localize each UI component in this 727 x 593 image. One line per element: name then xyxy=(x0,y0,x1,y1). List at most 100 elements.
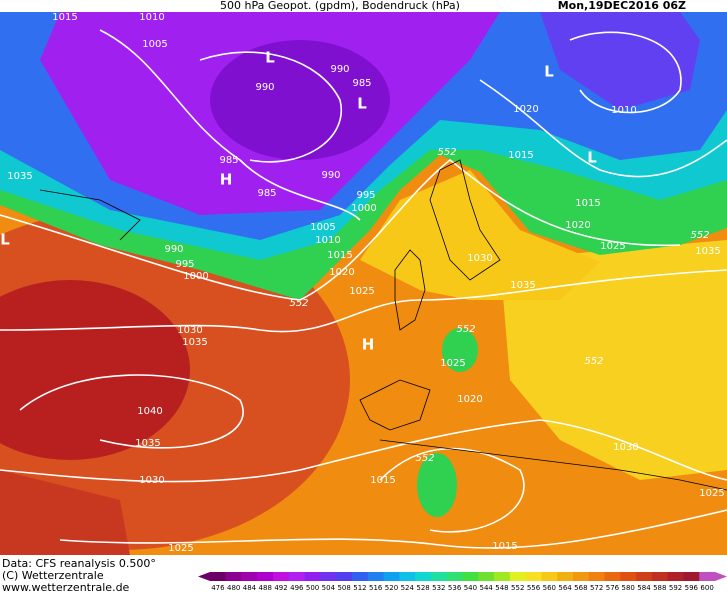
field xyxy=(0,12,727,555)
colorbar-swatch xyxy=(667,572,684,581)
map-title: 500 hPa Geopot. (gpdm), Bodendruck (hPa) xyxy=(220,0,460,12)
isobar-label: 1010 xyxy=(139,12,164,23)
colorbar-label: 484 xyxy=(243,584,257,592)
pressure-center: L xyxy=(0,231,10,249)
colorbar-swatch xyxy=(683,572,700,581)
isobar-label: 1025 xyxy=(168,543,193,554)
geopotential-label: 552 xyxy=(289,298,308,309)
isobar-label: 1030 xyxy=(613,442,638,453)
geopotential-label: 552 xyxy=(690,230,709,241)
isobar-label: 1000 xyxy=(183,271,208,282)
isobar-label: 1030 xyxy=(139,475,164,486)
isobar-label: 1025 xyxy=(600,241,625,252)
colorbar-label: 536 xyxy=(448,584,462,592)
colorbar-arrow-right xyxy=(715,572,727,581)
colorbar-swatch xyxy=(604,572,621,581)
isobar-label: 1030 xyxy=(177,325,202,336)
pressure-center: H xyxy=(362,336,375,354)
pressure-center: L xyxy=(587,149,597,167)
colorbar-swatch xyxy=(352,572,369,581)
colorbar-swatch xyxy=(336,572,353,581)
website: www.wetterzentrale.de xyxy=(2,581,130,593)
colorbar-swatch xyxy=(446,572,463,581)
isobar-label: 985 xyxy=(352,78,371,89)
isobar-label: 1035 xyxy=(695,246,720,257)
colorbar-swatch xyxy=(430,572,448,581)
colorbar-label: 520 xyxy=(385,584,398,592)
isobar-label: 1035 xyxy=(182,337,207,348)
colorbar-label: 592 xyxy=(669,584,682,592)
isobar-label: 1040 xyxy=(137,406,162,417)
colorbar-label: 572 xyxy=(590,584,603,592)
colorbar-swatch xyxy=(525,572,542,581)
colorbar-label: 488 xyxy=(259,584,272,592)
colorbar-swatch xyxy=(588,572,606,581)
colorbar-swatch xyxy=(541,572,558,581)
coastlines xyxy=(39,159,727,491)
isobar-label: 1000 xyxy=(351,203,376,214)
isobar-label: 990 xyxy=(321,170,340,181)
colorbar-swatch xyxy=(620,572,637,581)
isobar-label: 1020 xyxy=(565,220,590,231)
isobar-label: 995 xyxy=(356,190,375,201)
colorbar-swatch xyxy=(367,572,385,581)
colorbar-label: 512 xyxy=(353,584,366,592)
colorbar-label: 580 xyxy=(622,584,635,592)
colorbar-label: 548 xyxy=(495,584,508,592)
colorbar-label: 496 xyxy=(290,584,304,592)
colorbar-swatch xyxy=(415,572,432,581)
colorbar-label: 528 xyxy=(416,584,429,592)
colorbar-label: 508 xyxy=(337,584,350,592)
pressure-center: H xyxy=(220,171,233,189)
colorbar-label: 596 xyxy=(685,584,699,592)
colorbar-label: 540 xyxy=(464,584,477,592)
isobar-label: 1030 xyxy=(467,253,492,264)
isobar-label: 1015 xyxy=(327,250,352,261)
colorbar-swatch xyxy=(225,572,243,581)
colorbar-label: 564 xyxy=(558,584,572,592)
isobar-label: 1020 xyxy=(457,394,482,405)
colorbar-swatch xyxy=(288,572,306,581)
isobar-label: 1015 xyxy=(370,475,395,486)
colorbar-swatch xyxy=(304,572,321,581)
isobar-label: 990 xyxy=(255,82,274,93)
colorbar-swatch xyxy=(399,572,416,581)
colorbar-label: 476 xyxy=(211,584,225,592)
geopotential-label: 552 xyxy=(437,147,456,158)
colorbar-label: 552 xyxy=(511,584,524,592)
colorbar-label: 584 xyxy=(637,584,651,592)
isobar-label: 1015 xyxy=(492,541,517,552)
geopotential-label: 552 xyxy=(415,453,434,464)
isobar-label: 985 xyxy=(219,155,238,166)
isobar-label: 1010 xyxy=(611,105,636,116)
colorbar-label: 524 xyxy=(401,584,415,592)
isobar-label: 1025 xyxy=(699,488,724,499)
isobar-label: 990 xyxy=(164,244,183,255)
colorbar-swatch xyxy=(241,572,258,581)
copyright: (C) Wetterzentrale xyxy=(2,569,104,582)
colorbar-swatch xyxy=(509,572,527,581)
colorbar-label: 560 xyxy=(543,584,556,592)
colorbar-label: 576 xyxy=(606,584,620,592)
geopotential-label: 552 xyxy=(584,356,603,367)
isobar-label: 1005 xyxy=(142,39,167,50)
colorbar-label: 504 xyxy=(322,584,336,592)
pressure-center: L xyxy=(357,95,367,113)
colorbar-swatch xyxy=(478,572,495,581)
isobar-label: 1020 xyxy=(513,104,538,115)
colorbar-swatch xyxy=(257,572,274,581)
isobar-label: 1035 xyxy=(7,171,32,182)
isobar-label: 1015 xyxy=(508,150,533,161)
isobar-label: 1005 xyxy=(310,222,335,233)
colorbar-label: 600 xyxy=(700,584,713,592)
colorbar-label: 516 xyxy=(369,584,383,592)
colorbar-label: 480 xyxy=(227,584,240,592)
isobar-label: 995 xyxy=(175,259,194,270)
colorbar-swatch xyxy=(557,572,574,581)
isobars xyxy=(0,29,727,549)
isobar-label: 1035 xyxy=(510,280,535,291)
colorbar-label: 544 xyxy=(479,584,493,592)
pressure-center: L xyxy=(265,49,275,67)
colorbar-swatch xyxy=(320,572,337,581)
colorbar-label: 588 xyxy=(653,584,666,592)
